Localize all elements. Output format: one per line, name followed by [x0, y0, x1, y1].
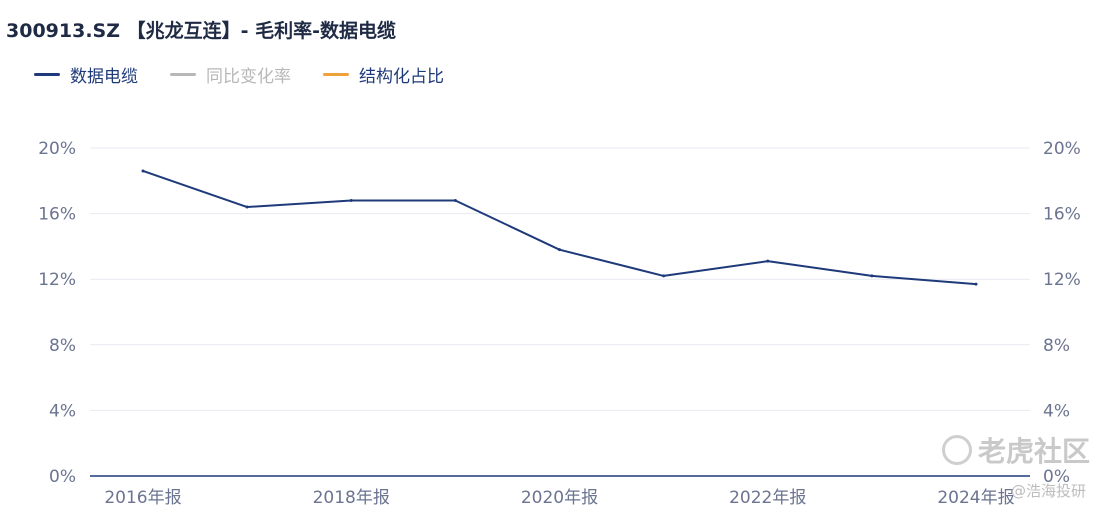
data-point — [558, 248, 561, 252]
y-tick-label-right: 4% — [1043, 401, 1070, 421]
source-credit: @浩海投研 — [1010, 482, 1086, 500]
series-line-data-cable — [142, 170, 977, 286]
y-tick-label-left: 20% — [38, 139, 76, 159]
y-tick-label-right: 12% — [1043, 270, 1081, 290]
legend-item-data-cable[interactable]: 数据电缆 — [34, 62, 138, 87]
data-point — [349, 198, 353, 202]
y-tick-label-right: 16% — [1043, 205, 1081, 225]
legend: 数据电缆 同比变化率 结构化占比 — [34, 62, 444, 87]
legend-item-structure-share[interactable]: 结构化占比 — [323, 62, 444, 87]
x-tick-label: 2016年报 — [104, 488, 181, 508]
y-tick-label-left: 8% — [49, 336, 76, 356]
legend-swatch-structure-share — [323, 73, 349, 76]
legend-swatch-yoy-change — [170, 73, 196, 76]
y-tick-label-right: 20% — [1043, 139, 1081, 159]
legend-label-yoy-change: 同比变化率 — [206, 67, 291, 87]
data-point — [766, 259, 770, 263]
legend-item-yoy-change[interactable]: 同比变化率 — [170, 62, 291, 87]
tiger-logo-icon — [941, 435, 972, 465]
x-tick-label: 2020年报 — [521, 488, 598, 508]
watermark: 老虎社区 — [941, 430, 1090, 470]
y-tick-label-left: 4% — [49, 401, 76, 421]
y-tick-label-left: 16% — [38, 205, 76, 225]
x-tick-label: 2022年报 — [729, 488, 806, 508]
legend-label-structure-share: 结构化占比 — [359, 67, 444, 87]
data-point — [974, 282, 978, 286]
y-tick-label-right: 8% — [1043, 336, 1070, 356]
data-point — [245, 205, 249, 209]
chart-title: 300913.SZ 【兆龙互连】- 毛利率-数据电缆 — [6, 20, 397, 42]
legend-label-data-cable: 数据电缆 — [70, 67, 138, 87]
y-tick-label-right: 0% — [1043, 467, 1070, 487]
data-point — [870, 274, 874, 278]
data-point — [141, 169, 145, 173]
x-tick-label: 2024年报 — [937, 488, 1014, 508]
data-point — [453, 198, 457, 202]
y-tick-label-left: 0% — [49, 467, 76, 487]
x-tick-label: 2018年报 — [313, 488, 390, 508]
y-tick-label-left: 12% — [38, 270, 76, 290]
legend-swatch-data-cable — [34, 73, 60, 76]
data-point — [662, 274, 666, 278]
watermark-text: 老虎社区 — [977, 435, 1090, 468]
